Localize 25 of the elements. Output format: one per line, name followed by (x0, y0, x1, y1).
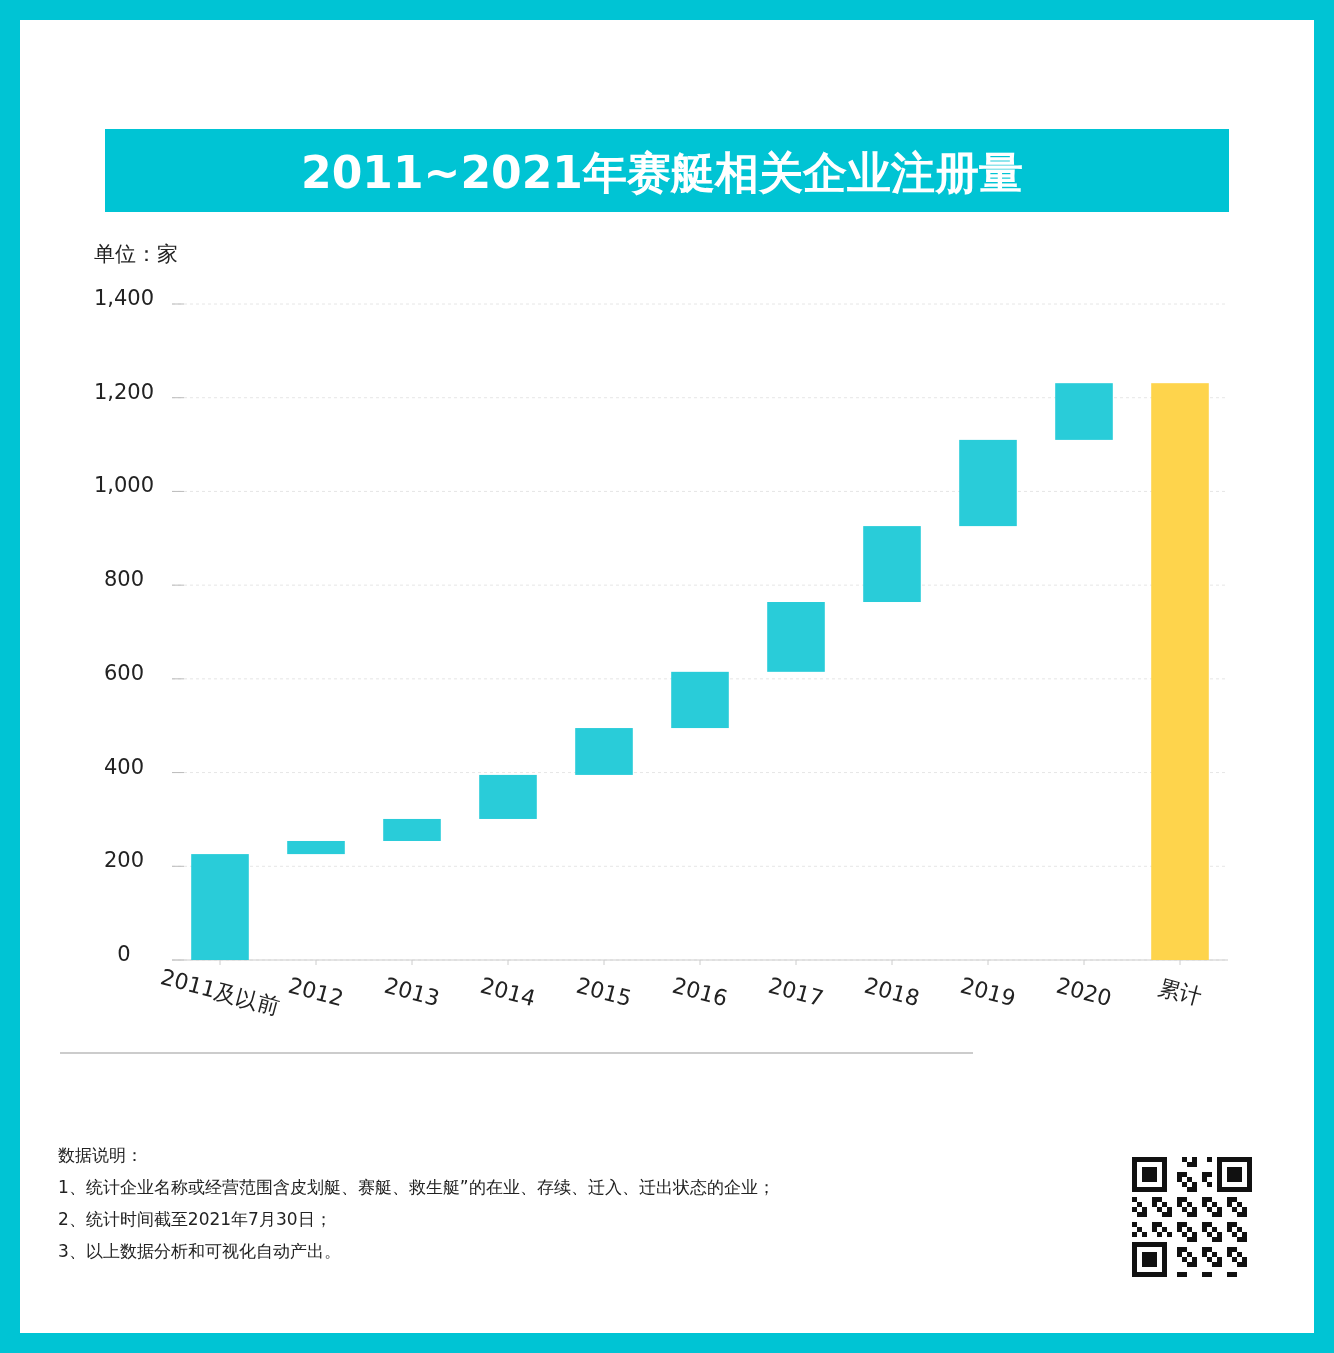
text: 3、以上数据分析和可视化自动产出。 (58, 1241, 341, 1261)
y-tick-label: 800 (103, 567, 145, 592)
x-tick-label: 2012 (285, 972, 347, 1012)
y-tick-label: 400 (103, 754, 145, 779)
y-tick-label: 1,200 (93, 379, 155, 404)
y-tick-label: 1,400 (93, 286, 155, 310)
x-tick-label: 累计 (1155, 974, 1205, 1010)
x-tick-label: 2020 (1053, 972, 1115, 1012)
y-tick-label: 600 (103, 660, 145, 685)
x-tick-label: 2015 (573, 972, 635, 1012)
x-tick-label: 2016 (669, 972, 731, 1012)
y-tick-label: 200 (103, 848, 145, 873)
text: 2、统计时间截至2021年7月30日； (58, 1209, 332, 1229)
y-tick-label: 1,000 (93, 473, 155, 498)
y-tick-label: 0 (117, 942, 131, 966)
chart-title: 2011~2021年赛艇相关企业注册量 (301, 146, 1023, 198)
text: 1、统计企业名称或经营范围含皮划艇、赛艇、救生艇”的在业、存续、迁入、迁出状态的企业； (58, 1177, 775, 1197)
x-tick-label: 2019 (957, 972, 1019, 1012)
x-tick-label: 2017 (765, 972, 827, 1012)
x-tick-label: 2013 (381, 972, 443, 1012)
x-tick-label: 2014 (477, 972, 539, 1012)
x-tick-label: 2018 (861, 972, 923, 1012)
y-axis-title: 单位：家 (94, 242, 178, 266)
x-tick-label: 2011及以前 (157, 964, 283, 1020)
text: 数据说明： (58, 1145, 143, 1165)
